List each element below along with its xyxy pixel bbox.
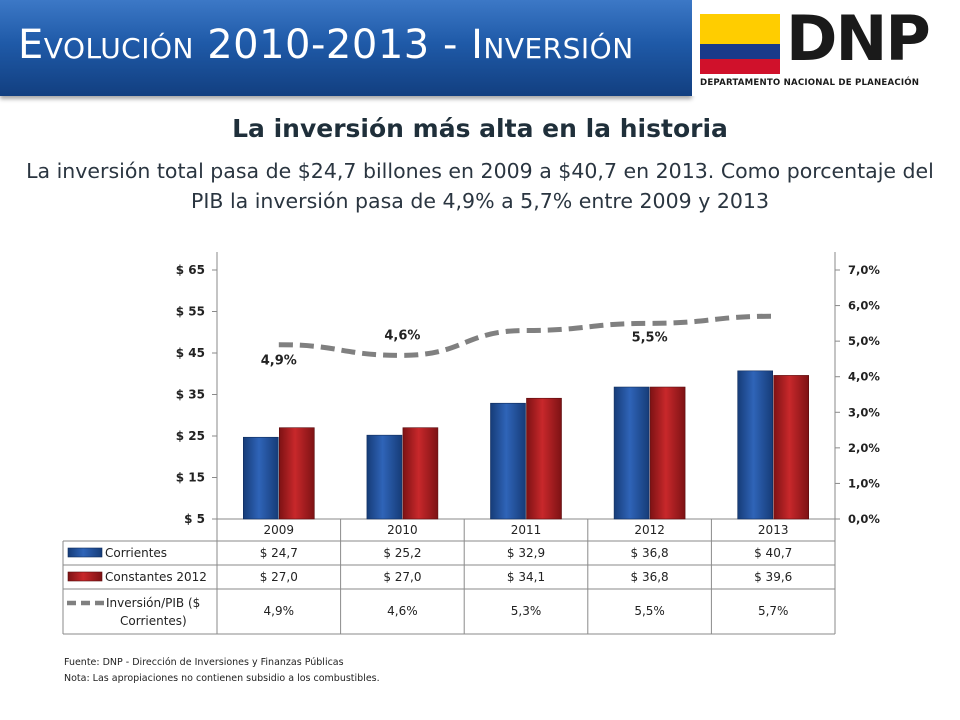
right-axis-tick-label: 5,0% bbox=[848, 334, 880, 348]
table-cell-value: $ 24,7 bbox=[260, 546, 298, 560]
bar-corrientes bbox=[490, 402, 526, 520]
bar-constantes bbox=[649, 386, 686, 520]
left-axis-tick-label: $ 5 bbox=[184, 512, 205, 526]
table-cell-value: $ 39,6 bbox=[754, 570, 792, 584]
table-cell-value: $ 36,8 bbox=[631, 546, 669, 560]
subheadline: La inversión total pasa de $24,7 billone… bbox=[26, 159, 934, 213]
category-label: 2009 bbox=[264, 523, 295, 537]
bar-constantes bbox=[278, 427, 315, 520]
table-cell-value: $ 27,0 bbox=[260, 570, 298, 584]
left-axis-tick-label: $ 65 bbox=[176, 263, 205, 277]
title-banner: Evolución 2010-2013 - Inversión bbox=[0, 0, 692, 96]
source-note: Fuente: DNP - Dirección de Inversiones y… bbox=[64, 657, 344, 668]
category-label: 2013 bbox=[758, 523, 789, 537]
category-label: 2010 bbox=[387, 523, 418, 537]
legend-label-corrientes: Corrientes bbox=[105, 546, 167, 560]
table-cell-value: $ 27,0 bbox=[383, 570, 421, 584]
bar-corrientes bbox=[243, 436, 279, 520]
category-label: 2012 bbox=[634, 523, 665, 537]
right-axis-tick-label: 3,0% bbox=[848, 405, 880, 419]
table-cell-value: 5,5% bbox=[634, 604, 665, 618]
table-cell-value: 5,3% bbox=[511, 604, 542, 618]
left-axis-tick-label: $ 25 bbox=[176, 429, 205, 443]
headline: La inversión más alta en la historia bbox=[232, 114, 728, 143]
right-axis-tick-label: 0,0% bbox=[848, 512, 880, 526]
table-cell-value: $ 34,1 bbox=[507, 570, 545, 584]
table-cell-value: 4,6% bbox=[387, 604, 418, 618]
right-axis-tick-label: 7,0% bbox=[848, 263, 880, 277]
ratio-data-label: 5,5% bbox=[632, 330, 668, 345]
dnp-logo: DNP DEPARTAMENTO NACIONAL DE PLANEACIÓN bbox=[692, 0, 960, 96]
legend-label-constantes: Constantes 2012 bbox=[105, 570, 207, 584]
table-cell-value: $ 40,7 bbox=[754, 546, 792, 560]
ratio-data-label: 4,6% bbox=[384, 328, 420, 343]
left-axis-tick-label: $ 45 bbox=[176, 346, 205, 360]
right-axis-tick-label: 2,0% bbox=[848, 441, 880, 455]
bar-constantes bbox=[526, 397, 562, 520]
logo-wordmark: DNP bbox=[786, 2, 931, 75]
table-cell-value: $ 25,2 bbox=[383, 546, 421, 560]
left-axis-tick-label: $ 35 bbox=[176, 388, 205, 402]
right-axis-tick-label: 4,0% bbox=[848, 370, 880, 384]
table-cell-value: 4,9% bbox=[264, 604, 295, 618]
ratio-data-label: 4,9% bbox=[261, 354, 297, 369]
footnote: Nota: Las apropiaciones no contienen sub… bbox=[64, 673, 380, 684]
bar-corrientes bbox=[613, 386, 650, 520]
table-cell-value: $ 32,9 bbox=[507, 546, 545, 560]
right-axis-tick-label: 1,0% bbox=[848, 476, 880, 490]
legend-label-ratio: Inversión/PIB ($ bbox=[106, 596, 200, 610]
right-axis-tick-label: 6,0% bbox=[848, 299, 880, 313]
legend-swatch-corrientes bbox=[67, 547, 103, 558]
colombia-flag-icon bbox=[700, 14, 780, 74]
legend-label-ratio: Corrientes) bbox=[120, 614, 187, 628]
left-axis-tick-label: $ 15 bbox=[176, 471, 205, 485]
legend-swatch-constantes bbox=[67, 571, 103, 582]
bar-constantes bbox=[773, 375, 810, 520]
left-axis-tick-label: $ 55 bbox=[176, 305, 205, 319]
ratio-line bbox=[278, 313, 774, 358]
bar-corrientes bbox=[366, 434, 403, 520]
bar-corrientes bbox=[737, 370, 774, 520]
bar-constantes bbox=[402, 427, 439, 520]
table-cell-value: $ 36,8 bbox=[631, 570, 669, 584]
page-title: Evolución 2010-2013 - Inversión bbox=[18, 22, 634, 68]
category-label: 2011 bbox=[511, 523, 542, 537]
logo-subtitle: DEPARTAMENTO NACIONAL DE PLANEACIÓN bbox=[700, 78, 920, 88]
table-cell-value: 5,7% bbox=[758, 604, 789, 618]
